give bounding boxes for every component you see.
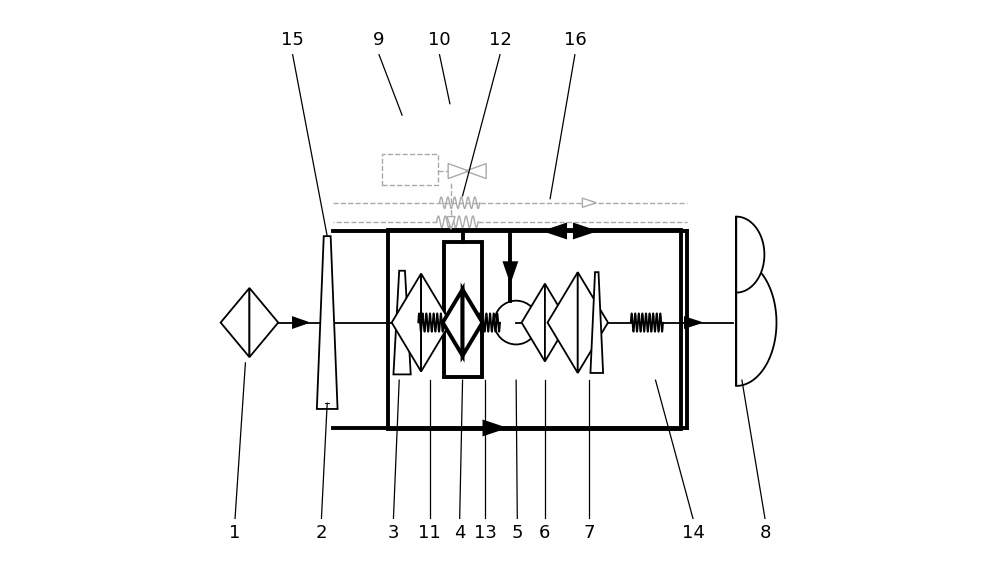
Polygon shape [221, 288, 249, 357]
Polygon shape [578, 272, 608, 373]
Polygon shape [443, 289, 463, 356]
Text: 1: 1 [229, 524, 241, 542]
Polygon shape [484, 422, 502, 434]
Bar [382, 154, 438, 185]
Polygon shape [393, 271, 411, 374]
Polygon shape [575, 225, 592, 237]
Text: 6: 6 [539, 524, 551, 542]
Bar [388, 230, 681, 429]
Text: 12: 12 [489, 31, 511, 50]
Text: 9: 9 [373, 31, 385, 50]
Polygon shape [736, 259, 776, 386]
Polygon shape [685, 317, 701, 328]
Text: 15: 15 [281, 31, 304, 50]
Text: 5: 5 [512, 524, 523, 542]
Polygon shape [548, 272, 578, 373]
Polygon shape [447, 217, 455, 229]
Text: 3: 3 [388, 524, 399, 542]
Polygon shape [463, 289, 482, 356]
Text: 13: 13 [474, 524, 496, 542]
Polygon shape [548, 225, 565, 237]
Text: 7: 7 [584, 524, 595, 542]
Polygon shape [465, 164, 486, 179]
Polygon shape [421, 274, 450, 372]
Polygon shape [448, 164, 469, 179]
Polygon shape [317, 236, 338, 409]
Text: 16: 16 [564, 31, 586, 50]
Text: 11: 11 [418, 524, 441, 542]
Text: 2: 2 [316, 524, 327, 542]
Polygon shape [392, 274, 421, 372]
Polygon shape [522, 283, 545, 362]
Bar [444, 242, 482, 377]
Polygon shape [582, 198, 596, 207]
Text: 4: 4 [454, 524, 465, 542]
Polygon shape [505, 263, 516, 278]
Text: 8: 8 [759, 524, 771, 542]
Polygon shape [545, 283, 568, 362]
Polygon shape [249, 288, 278, 357]
Polygon shape [736, 217, 764, 293]
Text: 10: 10 [428, 31, 451, 50]
Polygon shape [590, 272, 603, 373]
Polygon shape [293, 317, 308, 328]
Text: 14: 14 [682, 524, 704, 542]
